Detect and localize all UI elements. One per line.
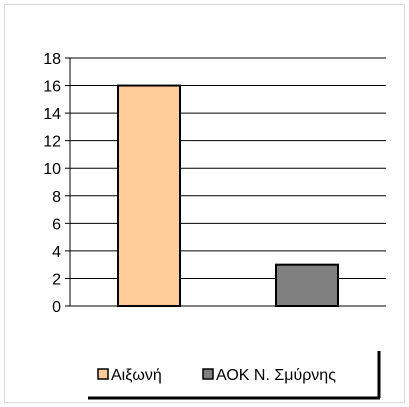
- y-tick-label: 18: [43, 51, 61, 68]
- y-tick-label: 4: [52, 244, 61, 261]
- bar-1: [117, 84, 181, 307]
- legend-swatch-1: [97, 368, 109, 380]
- y-tick-label: 6: [52, 216, 61, 233]
- y-tick-label: 14: [43, 106, 61, 123]
- y-tick-label: 0: [52, 299, 61, 316]
- bar-2: [275, 263, 339, 307]
- legend: Αιξωνή ΑΟΚ Ν. Σμύρνης: [88, 351, 381, 400]
- legend-label-2: ΑΟΚ Ν. Σμύρνης: [216, 367, 336, 384]
- y-tick-label: 12: [43, 134, 61, 151]
- y-tick-label: 10: [43, 161, 61, 178]
- y-tick-label: 8: [52, 189, 61, 206]
- legend-label-1: Αιξωνή: [111, 367, 162, 384]
- y-tick-label: 16: [43, 79, 61, 96]
- chart-frame: [4, 4, 405, 403]
- legend-swatch-2: [202, 368, 214, 380]
- bars: [117, 84, 339, 307]
- y-tick-label: 2: [52, 271, 61, 288]
- y-axis: 0 2 4 6 8 10 12 14 16 18: [43, 51, 71, 316]
